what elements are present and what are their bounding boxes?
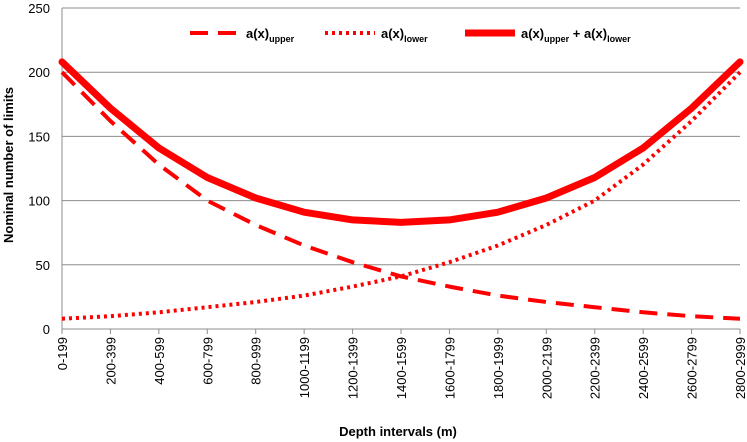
x-tick-label: 1400-1599	[394, 337, 409, 399]
x-tick-label: 1000-1199	[297, 337, 312, 398]
y-tick-label: 100	[28, 194, 50, 209]
gridlines	[62, 7, 740, 266]
x-tick-label: 200-399	[103, 337, 118, 385]
series-line-solid	[58, 58, 744, 226]
y-tick-label: 150	[28, 129, 50, 144]
x-tick-label: 2600-2799	[685, 337, 700, 399]
series-line-dotted	[61, 70, 742, 321]
x-tick-label: 1200-1399	[346, 337, 361, 399]
series-line-dashed	[60, 70, 741, 321]
x-tick-label: 2000-2199	[539, 337, 554, 399]
x-axis-title: Depth intervals (m)	[339, 424, 457, 439]
y-tick-label: 50	[36, 258, 50, 273]
x-tick-label: 400-599	[152, 337, 167, 385]
x-tick-label: 2200-2399	[588, 337, 603, 399]
x-tick-label: 0-199	[55, 337, 70, 370]
axes	[61, 8, 741, 334]
y-axis-title: Nominal number of limits	[1, 87, 16, 243]
x-tick-label: 600-799	[200, 337, 215, 385]
y-tick-label: 250	[28, 1, 50, 16]
y-tick-label: 200	[28, 65, 50, 80]
x-tick-label: 2800-2999	[733, 337, 747, 399]
x-tick-label: 1800-1999	[491, 337, 506, 399]
legend-label: a(x)lower	[381, 26, 428, 44]
tick-labels: 0 50 100 150 200 250 0-199 200-399 400-599 600-79…	[28, 1, 747, 399]
series-lines	[58, 58, 744, 321]
legend-label: a(x)upper + a(x)lower	[521, 26, 631, 44]
y-tick-label: 0	[43, 322, 50, 337]
x-tick-label: 2400-2599	[636, 337, 651, 399]
x-tick-label: 1600-1799	[442, 337, 457, 399]
legend: a(x)upper a(x)lower a(x)upper + a(x)lower	[190, 26, 631, 44]
x-tick-label: 800-999	[249, 337, 264, 385]
legend-label: a(x)upper	[246, 26, 295, 44]
